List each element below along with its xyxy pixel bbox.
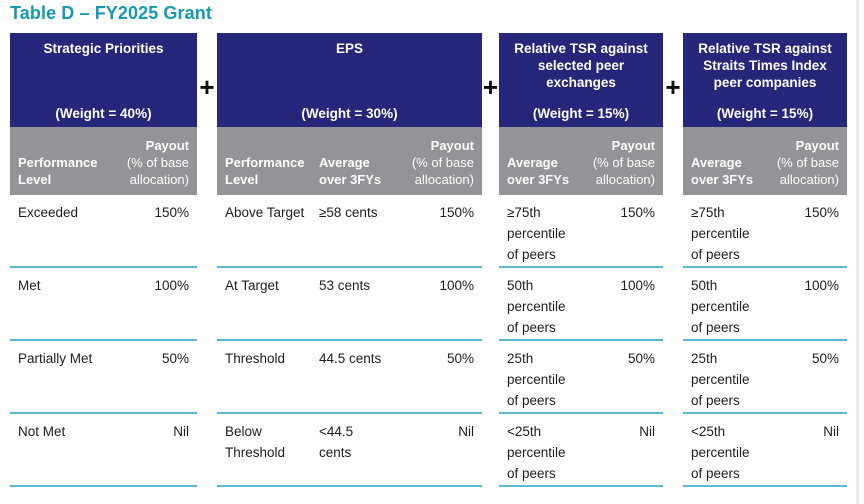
column-header-average: Average over 3FYs [691, 155, 754, 187]
cell-performance-level: Exceeded [18, 205, 79, 220]
table-row: ≥75th percentile of peers 150% [683, 195, 847, 268]
cell-payout: Nil [458, 424, 474, 439]
table-row: <25th percentile of peers Nil [683, 414, 847, 487]
table-name: Relative TSR against selected peer excha… [514, 41, 648, 90]
payout-label: Payout [145, 138, 189, 153]
column-header-payout: Payout (% of base allocation) [398, 137, 474, 188]
cell-payout: 50% [811, 351, 839, 366]
cell-payout: 100% [154, 278, 189, 293]
cell-payout: 150% [439, 205, 474, 220]
cell-payout: 50% [161, 351, 189, 366]
cell-payout: Nil [823, 424, 839, 439]
weight-label: (Weight = 15%) [532, 106, 630, 121]
plus-separator: + [199, 72, 215, 102]
plus-separator: + [665, 72, 681, 102]
cell-average: <44.5 cents [319, 424, 354, 460]
table-row: <25th percentile of peers Nil [499, 414, 663, 487]
table-subheader: Average over 3FYs Payout (% of base allo… [683, 127, 847, 195]
column-header-payout: Payout (% of base allocation) [100, 137, 189, 188]
table-header: Strategic Priorities (Weight = 40%) [10, 33, 197, 127]
column-header-average: Average over 3FYs [507, 155, 570, 187]
cell-average: 25th percentile of peers [691, 351, 750, 408]
cell-average: <25th percentile of peers [507, 424, 566, 481]
cell-average: 50th percentile of peers [507, 278, 566, 335]
weight-label: (Weight = 15%) [716, 106, 814, 121]
cell-performance-level: Below Threshold [225, 424, 286, 460]
cell-performance-level: Above Target [225, 205, 305, 220]
cell-average: <25th percentile of peers [691, 424, 750, 481]
table-row: Partially Met 50% [10, 341, 197, 414]
table-name: Strategic Priorities [43, 41, 164, 56]
table-name: EPS [335, 41, 363, 56]
grant-table-eps: EPS (Weight = 30%) Performance Level Ave… [217, 33, 482, 487]
cell-payout: Nil [639, 424, 655, 439]
cell-payout: 150% [804, 205, 839, 220]
cell-payout: 50% [627, 351, 655, 366]
cell-performance-level: Not Met [18, 424, 66, 439]
payout-sublabel: (% of base allocation) [126, 155, 189, 187]
column-header-performance-level: Performance Level [18, 155, 98, 187]
weight-label: (Weight = 40%) [55, 106, 152, 121]
cell-payout: 100% [804, 278, 839, 293]
table-row: Above Target ≥58 cents 150% [217, 195, 482, 268]
cell-payout: Nil [173, 424, 189, 439]
column-header-payout: Payout (% of base allocation) [767, 137, 839, 188]
payout-sublabel: (% of base allocation) [776, 155, 839, 187]
cell-performance-level: Partially Met [18, 351, 93, 366]
cell-average: 53 cents [319, 278, 371, 293]
weight-label: (Weight = 30%) [301, 106, 398, 121]
table-row: 50th percentile of peers 100% [683, 268, 847, 341]
cell-average: 25th percentile of peers [507, 351, 566, 408]
cell-payout: 100% [439, 278, 474, 293]
table-header: Relative TSR against Straits Times Index… [683, 33, 847, 127]
payout-label: Payout [430, 138, 474, 153]
column-header-payout: Payout (% of base allocation) [583, 137, 655, 188]
table-row: Not Met Nil [10, 414, 197, 487]
table-row: Exceeded 150% [10, 195, 197, 268]
grant-table-tsr-peer-exchanges: Relative TSR against selected peer excha… [499, 33, 663, 487]
cell-payout: 50% [446, 351, 474, 366]
page-title: Table D – FY2025 Grant [10, 3, 212, 23]
grant-table-tsr-sti-peers: Relative TSR against Straits Times Index… [683, 33, 847, 487]
table-name: Relative TSR against Straits Times Index… [698, 41, 832, 90]
grant-table-strategic-priorities: Strategic Priorities (Weight = 40%) Perf… [10, 33, 197, 487]
plus-separator: + [482, 72, 499, 102]
cell-payout: 150% [620, 205, 655, 220]
payout-sublabel: (% of base allocation) [411, 155, 474, 187]
cell-average: 50th percentile of peers [691, 278, 750, 335]
table-subheader: Performance Level Payout (% of base allo… [10, 127, 197, 195]
table-row: Met 100% [10, 268, 197, 341]
cell-performance-level: Met [18, 278, 41, 293]
table-row: 25th percentile of peers 50% [499, 341, 663, 414]
column-header-performance-level: Performance Level [225, 155, 305, 187]
table-row: 50th percentile of peers 100% [499, 268, 663, 341]
cell-performance-level: Threshold [225, 351, 286, 366]
table-header: EPS (Weight = 30%) [217, 33, 482, 127]
table-row: 25th percentile of peers 50% [683, 341, 847, 414]
table-subheader: Average over 3FYs Payout (% of base allo… [499, 127, 663, 195]
table-row: ≥75th percentile of peers 150% [499, 195, 663, 268]
grant-tables-row: Strategic Priorities (Weight = 40%) Perf… [10, 33, 847, 487]
table-subheader: Performance Level Average over 3FYs Payo… [217, 127, 482, 195]
cell-performance-level: At Target [225, 278, 279, 293]
payout-label: Payout [611, 138, 655, 153]
payout-label: Payout [795, 138, 839, 153]
cell-average: ≥75th percentile of peers [691, 205, 750, 262]
cell-average: 44.5 cents [319, 351, 382, 366]
cell-payout: 100% [620, 278, 655, 293]
cell-average: ≥75th percentile of peers [507, 205, 566, 262]
page-edge-shadow [856, 0, 859, 504]
cell-payout: 150% [154, 205, 189, 220]
table-row: Threshold 44.5 cents 50% [217, 341, 482, 414]
cell-average: ≥58 cents [319, 205, 378, 220]
table-row: At Target 53 cents 100% [217, 268, 482, 341]
table-row: Below Threshold <44.5 cents Nil [217, 414, 482, 487]
table-header: Relative TSR against selected peer excha… [499, 33, 663, 127]
payout-sublabel: (% of base allocation) [592, 155, 655, 187]
column-header-average: Average over 3FYs [319, 155, 382, 187]
